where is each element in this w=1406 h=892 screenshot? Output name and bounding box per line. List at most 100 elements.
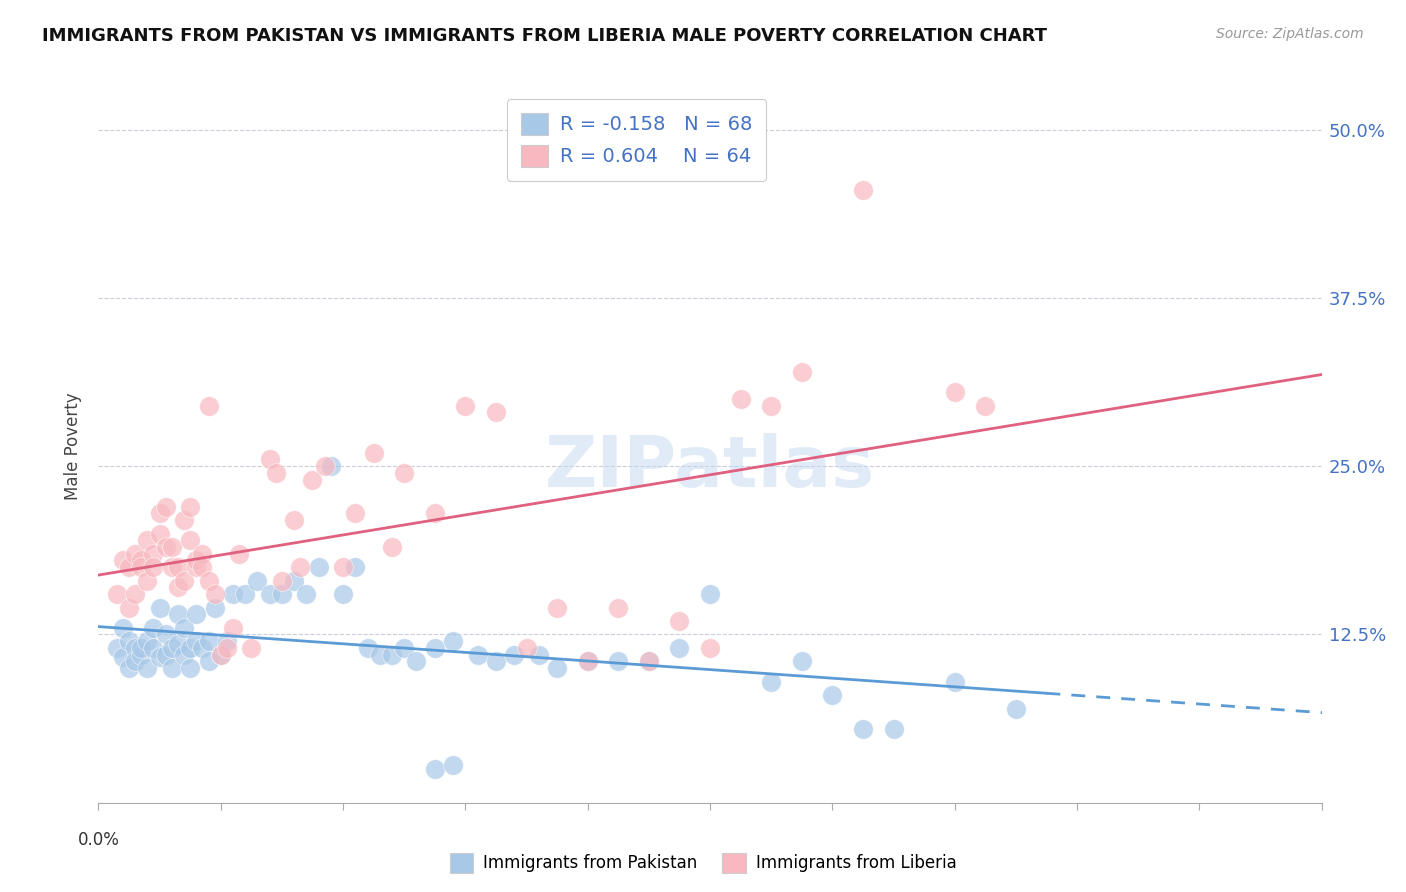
Point: [576, 655, 599, 669]
Point: [441, 758, 464, 772]
Point: [790, 655, 813, 669]
Point: [974, 399, 997, 413]
Point: [197, 574, 219, 588]
Point: [204, 587, 226, 601]
Point: [129, 560, 152, 574]
Point: [215, 640, 238, 655]
Point: [344, 506, 367, 520]
Point: [295, 587, 318, 601]
Point: [167, 560, 190, 574]
Point: [186, 607, 208, 622]
Point: [1004, 701, 1026, 715]
Point: [118, 600, 141, 615]
Point: [852, 183, 875, 197]
Point: [167, 580, 190, 594]
Point: [314, 459, 336, 474]
Point: [883, 722, 905, 736]
Point: [197, 655, 219, 669]
Text: 0.0%: 0.0%: [77, 831, 120, 849]
Point: [527, 648, 550, 662]
Point: [111, 553, 134, 567]
Point: [503, 648, 526, 662]
Point: [668, 614, 690, 628]
Legend: Immigrants from Pakistan, Immigrants from Liberia: Immigrants from Pakistan, Immigrants fro…: [443, 847, 963, 880]
Point: [167, 637, 190, 651]
Point: [852, 722, 875, 736]
Point: [637, 655, 661, 669]
Point: [699, 640, 721, 655]
Point: [186, 634, 208, 648]
Point: [381, 648, 404, 662]
Point: [392, 466, 416, 480]
Point: [943, 674, 966, 689]
Point: [516, 640, 538, 655]
Point: [576, 655, 599, 669]
Point: [319, 459, 342, 474]
Point: [186, 560, 208, 574]
Point: [363, 446, 385, 460]
Point: [197, 634, 219, 648]
Point: [142, 621, 165, 635]
Point: [222, 621, 245, 635]
Point: [759, 399, 782, 413]
Text: ZIPatlas: ZIPatlas: [546, 433, 875, 502]
Point: [405, 655, 427, 669]
Point: [546, 600, 568, 615]
Point: [423, 506, 446, 520]
Point: [129, 648, 152, 662]
Point: [222, 587, 245, 601]
Point: [467, 648, 489, 662]
Point: [191, 547, 214, 561]
Point: [290, 560, 312, 574]
Point: [124, 547, 146, 561]
Y-axis label: Male Poverty: Male Poverty: [65, 392, 83, 500]
Point: [179, 500, 201, 514]
Point: [155, 627, 177, 641]
Point: [356, 640, 378, 655]
Point: [344, 560, 367, 574]
Point: [699, 587, 721, 601]
Point: [441, 634, 464, 648]
Point: [607, 600, 630, 615]
Point: [485, 655, 508, 669]
Point: [136, 634, 159, 648]
Point: [179, 533, 201, 548]
Point: [105, 587, 128, 601]
Point: [173, 621, 195, 635]
Point: [637, 655, 661, 669]
Point: [215, 634, 238, 648]
Point: [283, 513, 305, 527]
Point: [160, 560, 183, 574]
Point: [173, 513, 195, 527]
Point: [454, 399, 477, 413]
Point: [423, 640, 446, 655]
Point: [124, 655, 146, 669]
Point: [233, 587, 256, 601]
Point: [129, 553, 152, 567]
Point: [142, 547, 165, 561]
Point: [173, 574, 195, 588]
Point: [179, 661, 201, 675]
Point: [423, 762, 446, 776]
Point: [790, 365, 813, 379]
Point: [167, 607, 190, 622]
Point: [173, 648, 195, 662]
Point: [142, 640, 165, 655]
Point: [155, 540, 177, 554]
Point: [209, 648, 232, 662]
Point: [240, 640, 263, 655]
Point: [118, 661, 141, 675]
Point: [129, 640, 152, 655]
Point: [381, 540, 404, 554]
Point: [136, 661, 159, 675]
Point: [149, 526, 172, 541]
Point: [392, 640, 416, 655]
Point: [259, 452, 281, 467]
Point: [228, 547, 250, 561]
Point: [546, 661, 568, 675]
Point: [111, 650, 134, 665]
Point: [149, 600, 172, 615]
Point: [118, 634, 141, 648]
Point: [118, 560, 141, 574]
Point: [136, 533, 159, 548]
